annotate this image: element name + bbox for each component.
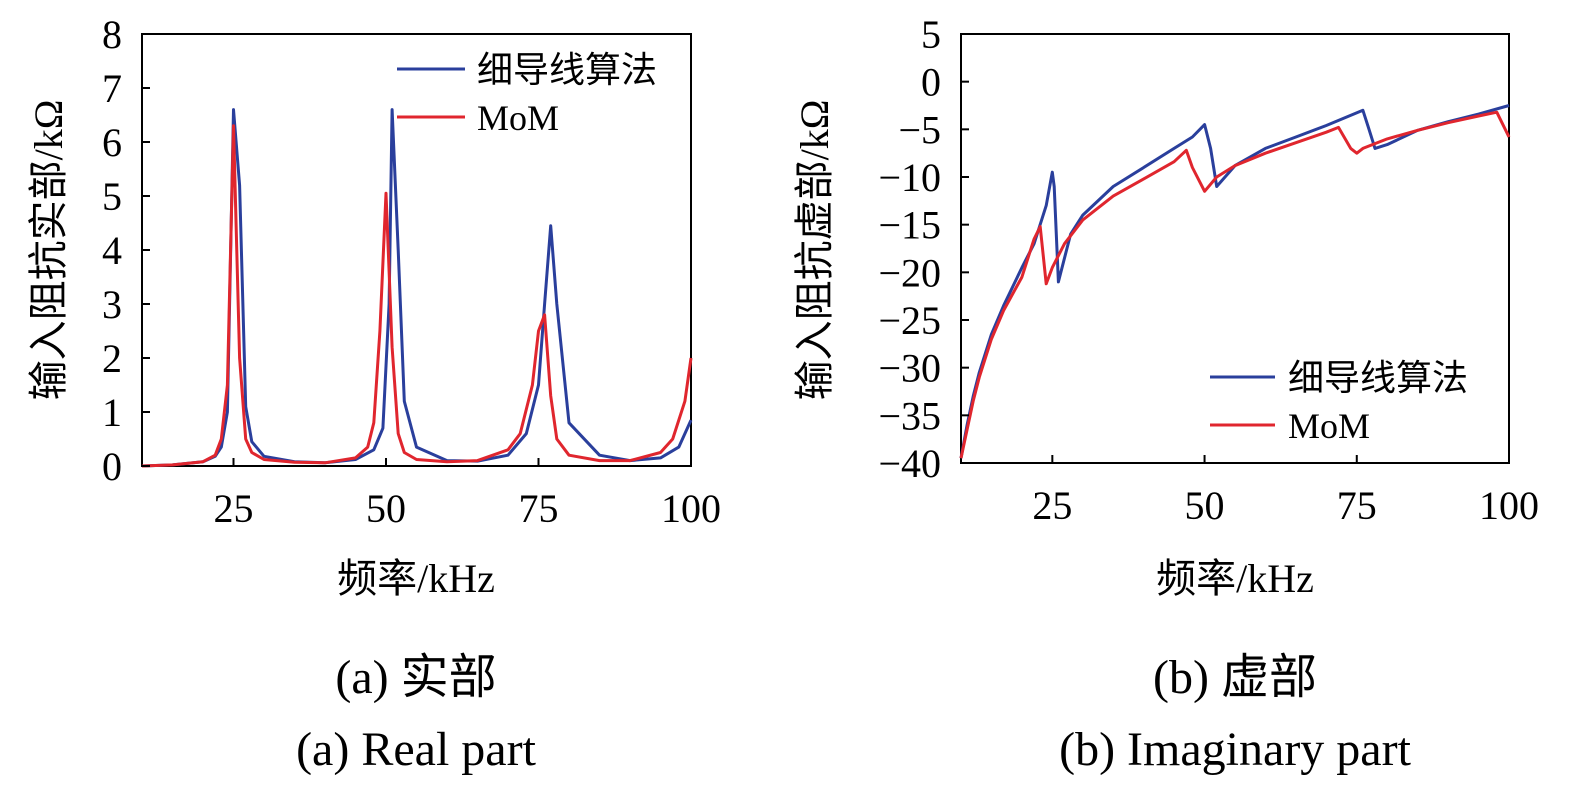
panel-a-caption-en: (a) Real part	[296, 723, 537, 776]
panel-b-y-ticks: 50−5−10−15−20−25−30−35−40	[878, 12, 969, 486]
panel-b-y-tick-label: −25	[878, 298, 941, 343]
panel-b-y-tick-label: −5	[898, 107, 941, 152]
panel-a-y-tick-label: 8	[102, 12, 122, 57]
panel-a-series-line-mom	[141, 124, 693, 468]
panel-a-y-tick-label: 1	[102, 390, 122, 435]
panel-b-series-line-mom	[959, 110, 1511, 459]
panel-b-y-tick-label: −35	[878, 393, 941, 438]
panel-b-series-line-fine-wire	[959, 104, 1510, 459]
panel-b-x-axis-label: 频率/kHz	[1156, 556, 1314, 601]
panel-b-y-axis-label: 输入阻抗虚部/kΩ	[792, 100, 837, 401]
panel-b-y-tick-label: −15	[878, 203, 941, 248]
panel-b-y-tick-label: 0	[921, 60, 941, 105]
panel-b-x-tick-label: 25	[1032, 483, 1072, 528]
panel-a-x-axis-label: 频率/kHz	[337, 556, 495, 601]
panel-a-y-tick-label: 3	[102, 282, 122, 327]
panel-a-series-group	[141, 108, 693, 468]
panel-a-y-ticks: 0 1 2 3 4 5 6 7 8	[102, 12, 150, 489]
panel-b-x-ticks: 25 50 75 100	[1032, 455, 1539, 528]
panel-a-x-tick-label: 100	[661, 486, 721, 531]
panel-b-y-tick-label: 5	[921, 12, 941, 57]
panel-b-x-tick-label: 75	[1337, 483, 1377, 528]
panel-b-legend-label-fine-wire: 细导线算法	[1288, 358, 1468, 398]
panel-a-x-tick-label: 50	[366, 486, 406, 531]
panel-a-caption-cn: (a) 实部	[335, 651, 496, 704]
panel-a-y-tick-label: 6	[102, 120, 122, 165]
panel-b-x-tick-label: 100	[1479, 483, 1539, 528]
panel-a-y-axis-label: 输入阻抗实部/kΩ	[26, 100, 71, 401]
panel-a-y-tick-label: 4	[102, 228, 122, 273]
panel-a: 25 50 75 100 0 1 2 3 4 5 6 7 8 细导线算法 MoM 频率/kHz 输入阻…	[26, 12, 721, 776]
panel-a-y-tick-label: 7	[102, 66, 122, 111]
panel-b: 25 50 75 100 50−5−10−15−20−25−30−35−40 细导线算…	[792, 12, 1539, 776]
panel-b-caption-cn: (b) 虚部	[1153, 651, 1317, 704]
panel-b-y-tick-label: −20	[878, 250, 941, 295]
panel-a-legend-label-mom: MoM	[477, 98, 559, 138]
panel-b-y-tick-label: −10	[878, 155, 941, 200]
panel-b-caption-en: (b) Imaginary part	[1059, 723, 1412, 776]
panel-b-series-group	[959, 104, 1511, 459]
panel-a-y-tick-label: 2	[102, 336, 122, 381]
panel-a-y-tick-label: 5	[102, 174, 122, 219]
panel-a-x-ticks: 25 50 75 100	[214, 458, 721, 531]
panel-a-x-tick-label: 75	[519, 486, 559, 531]
panel-a-y-tick-label: 0	[102, 444, 122, 489]
panel-b-y-tick-label: −30	[878, 346, 941, 391]
panel-a-legend-label-fine-wire: 细导线算法	[477, 50, 657, 90]
panel-b-x-tick-label: 50	[1185, 483, 1225, 528]
panel-b-legend-label-mom: MoM	[1288, 406, 1370, 446]
panel-b-y-tick-label: −40	[878, 441, 941, 486]
panel-a-x-tick-label: 25	[214, 486, 254, 531]
panel-b-plot-frame	[960, 33, 1510, 464]
